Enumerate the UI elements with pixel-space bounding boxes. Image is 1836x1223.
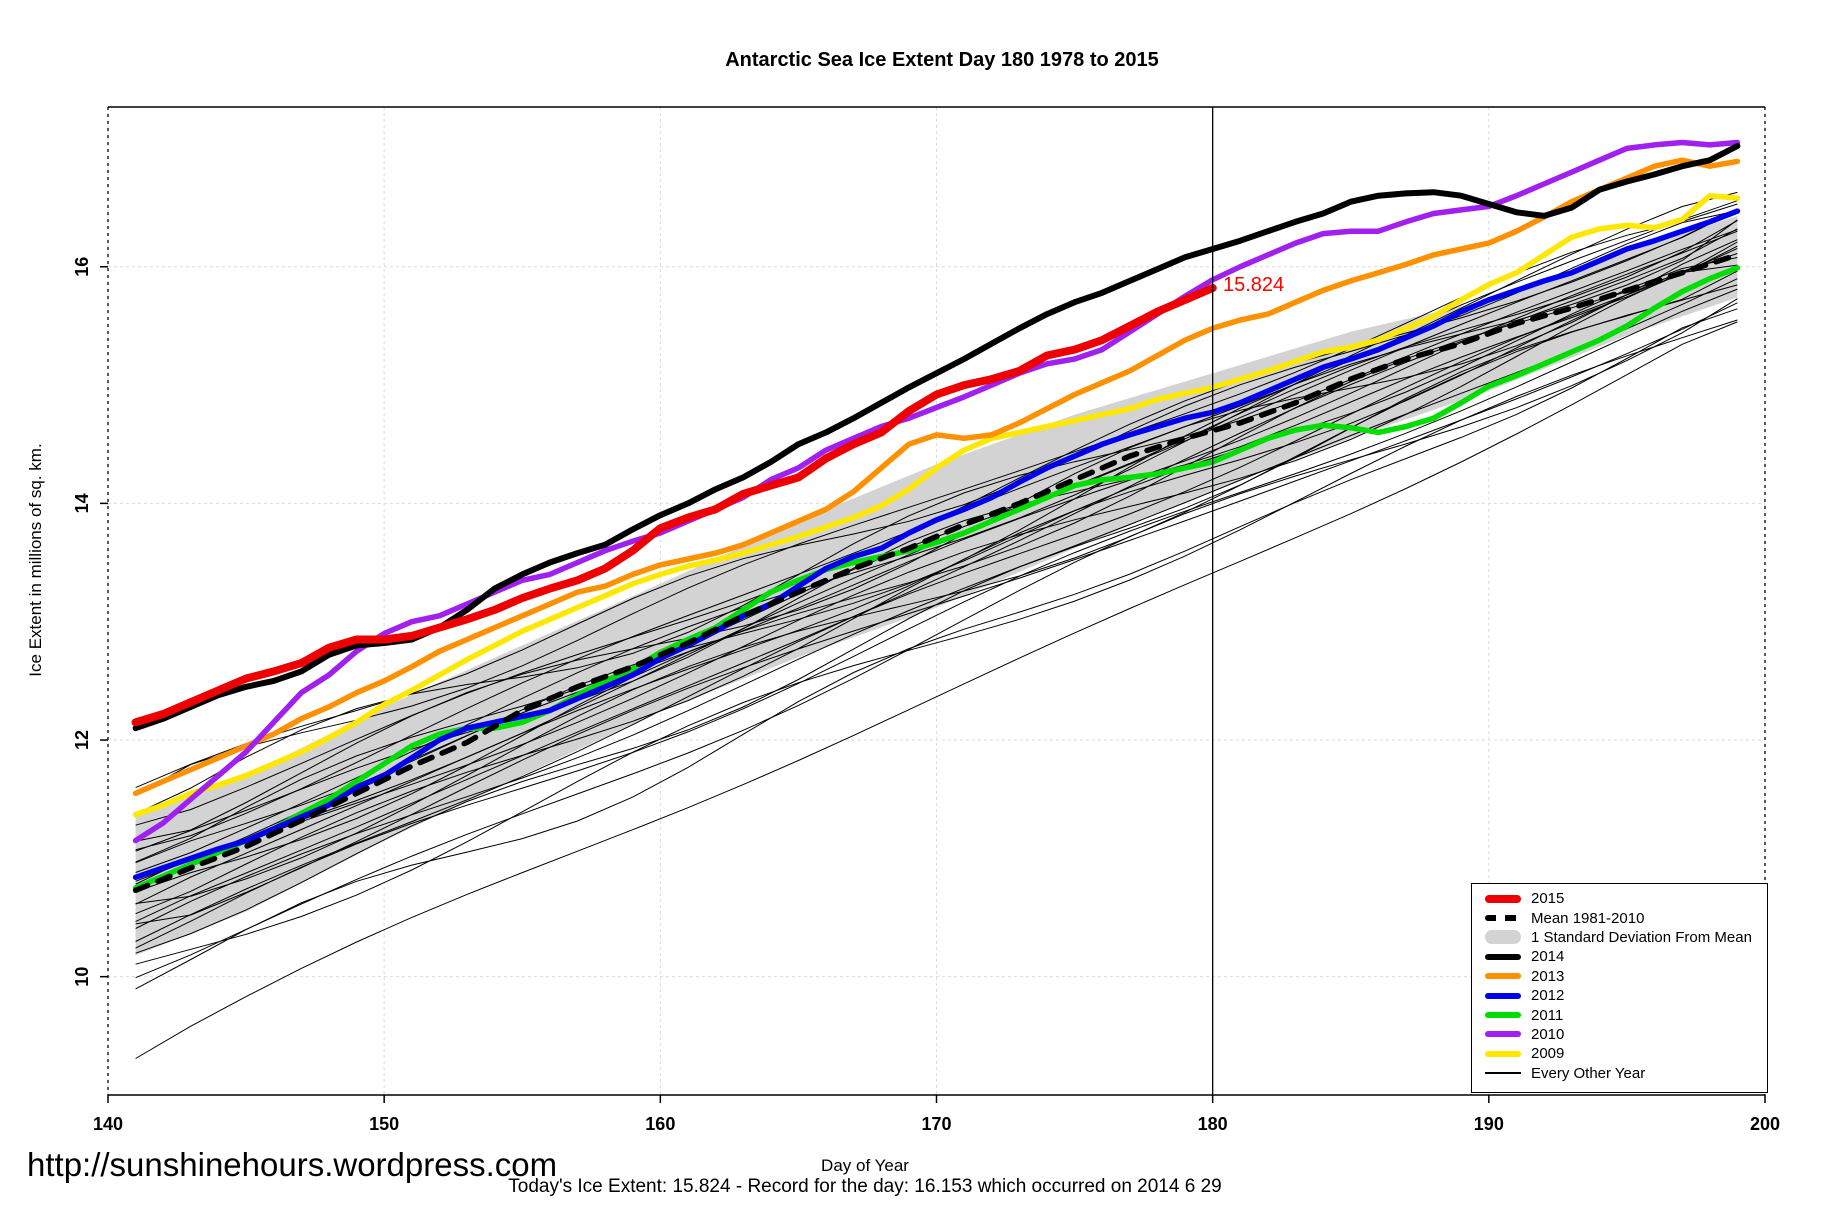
- series-2009-line: [132, 192, 1741, 818]
- std-dev-band: [135, 215, 1738, 956]
- legend-label: 2012: [1531, 987, 1565, 1005]
- legend-item-1-standard-deviation-from-mean: 1 Standard Deviation From Mean: [1472, 928, 1767, 947]
- series-2010-line: [132, 139, 1741, 844]
- legend-sample-thin-line: [1485, 1072, 1521, 1074]
- legend-label: 2015: [1531, 890, 1565, 908]
- legend-item-2013: 2013: [1472, 967, 1767, 986]
- legend-sample-line: [1485, 992, 1521, 999]
- background-year-line: [135, 239, 1738, 842]
- legend-item-2010: 2010: [1472, 1025, 1767, 1044]
- legend-item-2012: 2012: [1472, 986, 1767, 1005]
- legend-item-2011: 2011: [1472, 1005, 1767, 1024]
- series-2015-line: [131, 284, 1217, 727]
- legend-label: Every Other Year: [1531, 1064, 1646, 1082]
- y-tick-label: 14: [72, 493, 92, 513]
- background-year-line: [135, 302, 1738, 925]
- background-year-line: [135, 308, 1738, 990]
- legend-sample-band: [1485, 930, 1521, 945]
- today-value-annotation: 15.824: [1223, 274, 1285, 296]
- legend-sample-dashed-line: [1485, 915, 1521, 922]
- legend-sample-line: [1485, 1012, 1521, 1019]
- x-tick-label: 180: [1198, 1114, 1228, 1134]
- y-tick-label: 12: [72, 730, 92, 750]
- y-axis-label: Ice Extent in millions of sq. km.: [26, 443, 45, 677]
- series-2013-line: [132, 157, 1741, 797]
- x-axis-label: Day of Year: [821, 1156, 909, 1175]
- footer-url: http://sunshinehours.wordpress.com: [27, 1146, 558, 1183]
- background-year-line: [135, 278, 1738, 929]
- background-year-line: [135, 200, 1738, 873]
- background-year-line: [135, 321, 1738, 1059]
- series-2011-line: [132, 265, 1741, 891]
- series-mean-line: [132, 252, 1741, 894]
- x-tick-label: 150: [369, 1114, 399, 1134]
- legend-label: 2011: [1531, 1006, 1564, 1024]
- background-year-line: [135, 241, 1738, 893]
- y-tick-label: 16: [72, 257, 92, 277]
- background-year-line: [135, 298, 1738, 979]
- legend-sample-line: [1485, 953, 1521, 960]
- legend-label: 2010: [1531, 1025, 1565, 1043]
- legend-sample-line: [1485, 1050, 1521, 1057]
- background-year-line: [135, 245, 1738, 942]
- x-tick-label: 200: [1750, 1114, 1780, 1134]
- legend-sample-line: [1485, 1031, 1521, 1038]
- chart-title: Antarctic Sea Ice Extent Day 180 1978 to…: [725, 49, 1159, 71]
- legend-sample-line: [1485, 973, 1521, 980]
- x-tick-label: 190: [1474, 1114, 1504, 1134]
- legend-item-2015: 2015: [1472, 889, 1767, 908]
- legend-label: 1 Standard Deviation From Mean: [1531, 928, 1752, 946]
- x-tick-label: 170: [921, 1114, 951, 1134]
- legend: 2015 Mean 1981-2010 1 Standard Deviation F…: [1471, 883, 1768, 1093]
- legend-item-2009: 2009: [1472, 1044, 1767, 1063]
- background-year-line: [135, 288, 1738, 949]
- y-tick-label: 10: [72, 967, 92, 987]
- legend-item-mean-1981-2010: Mean 1981-2010: [1472, 908, 1767, 927]
- legend-sample-thick-line: [1485, 894, 1521, 903]
- legend-label: Mean 1981-2010: [1531, 909, 1645, 927]
- background-year-line: [135, 264, 1738, 882]
- series-2012-line: [132, 208, 1741, 881]
- background-year-line: [135, 284, 1738, 904]
- x-tick-label: 140: [93, 1114, 123, 1134]
- legend-item-2014: 2014: [1472, 947, 1767, 966]
- footer-caption: Today's Ice Extent: 15.824 - Record for …: [508, 1176, 1222, 1197]
- legend-label: 2014: [1531, 948, 1565, 966]
- legend-label: 2009: [1531, 1045, 1565, 1063]
- x-tick-label: 160: [645, 1114, 675, 1134]
- legend-item-every-other-year: Every Other Year: [1472, 1064, 1767, 1083]
- legend-label: 2013: [1531, 967, 1565, 985]
